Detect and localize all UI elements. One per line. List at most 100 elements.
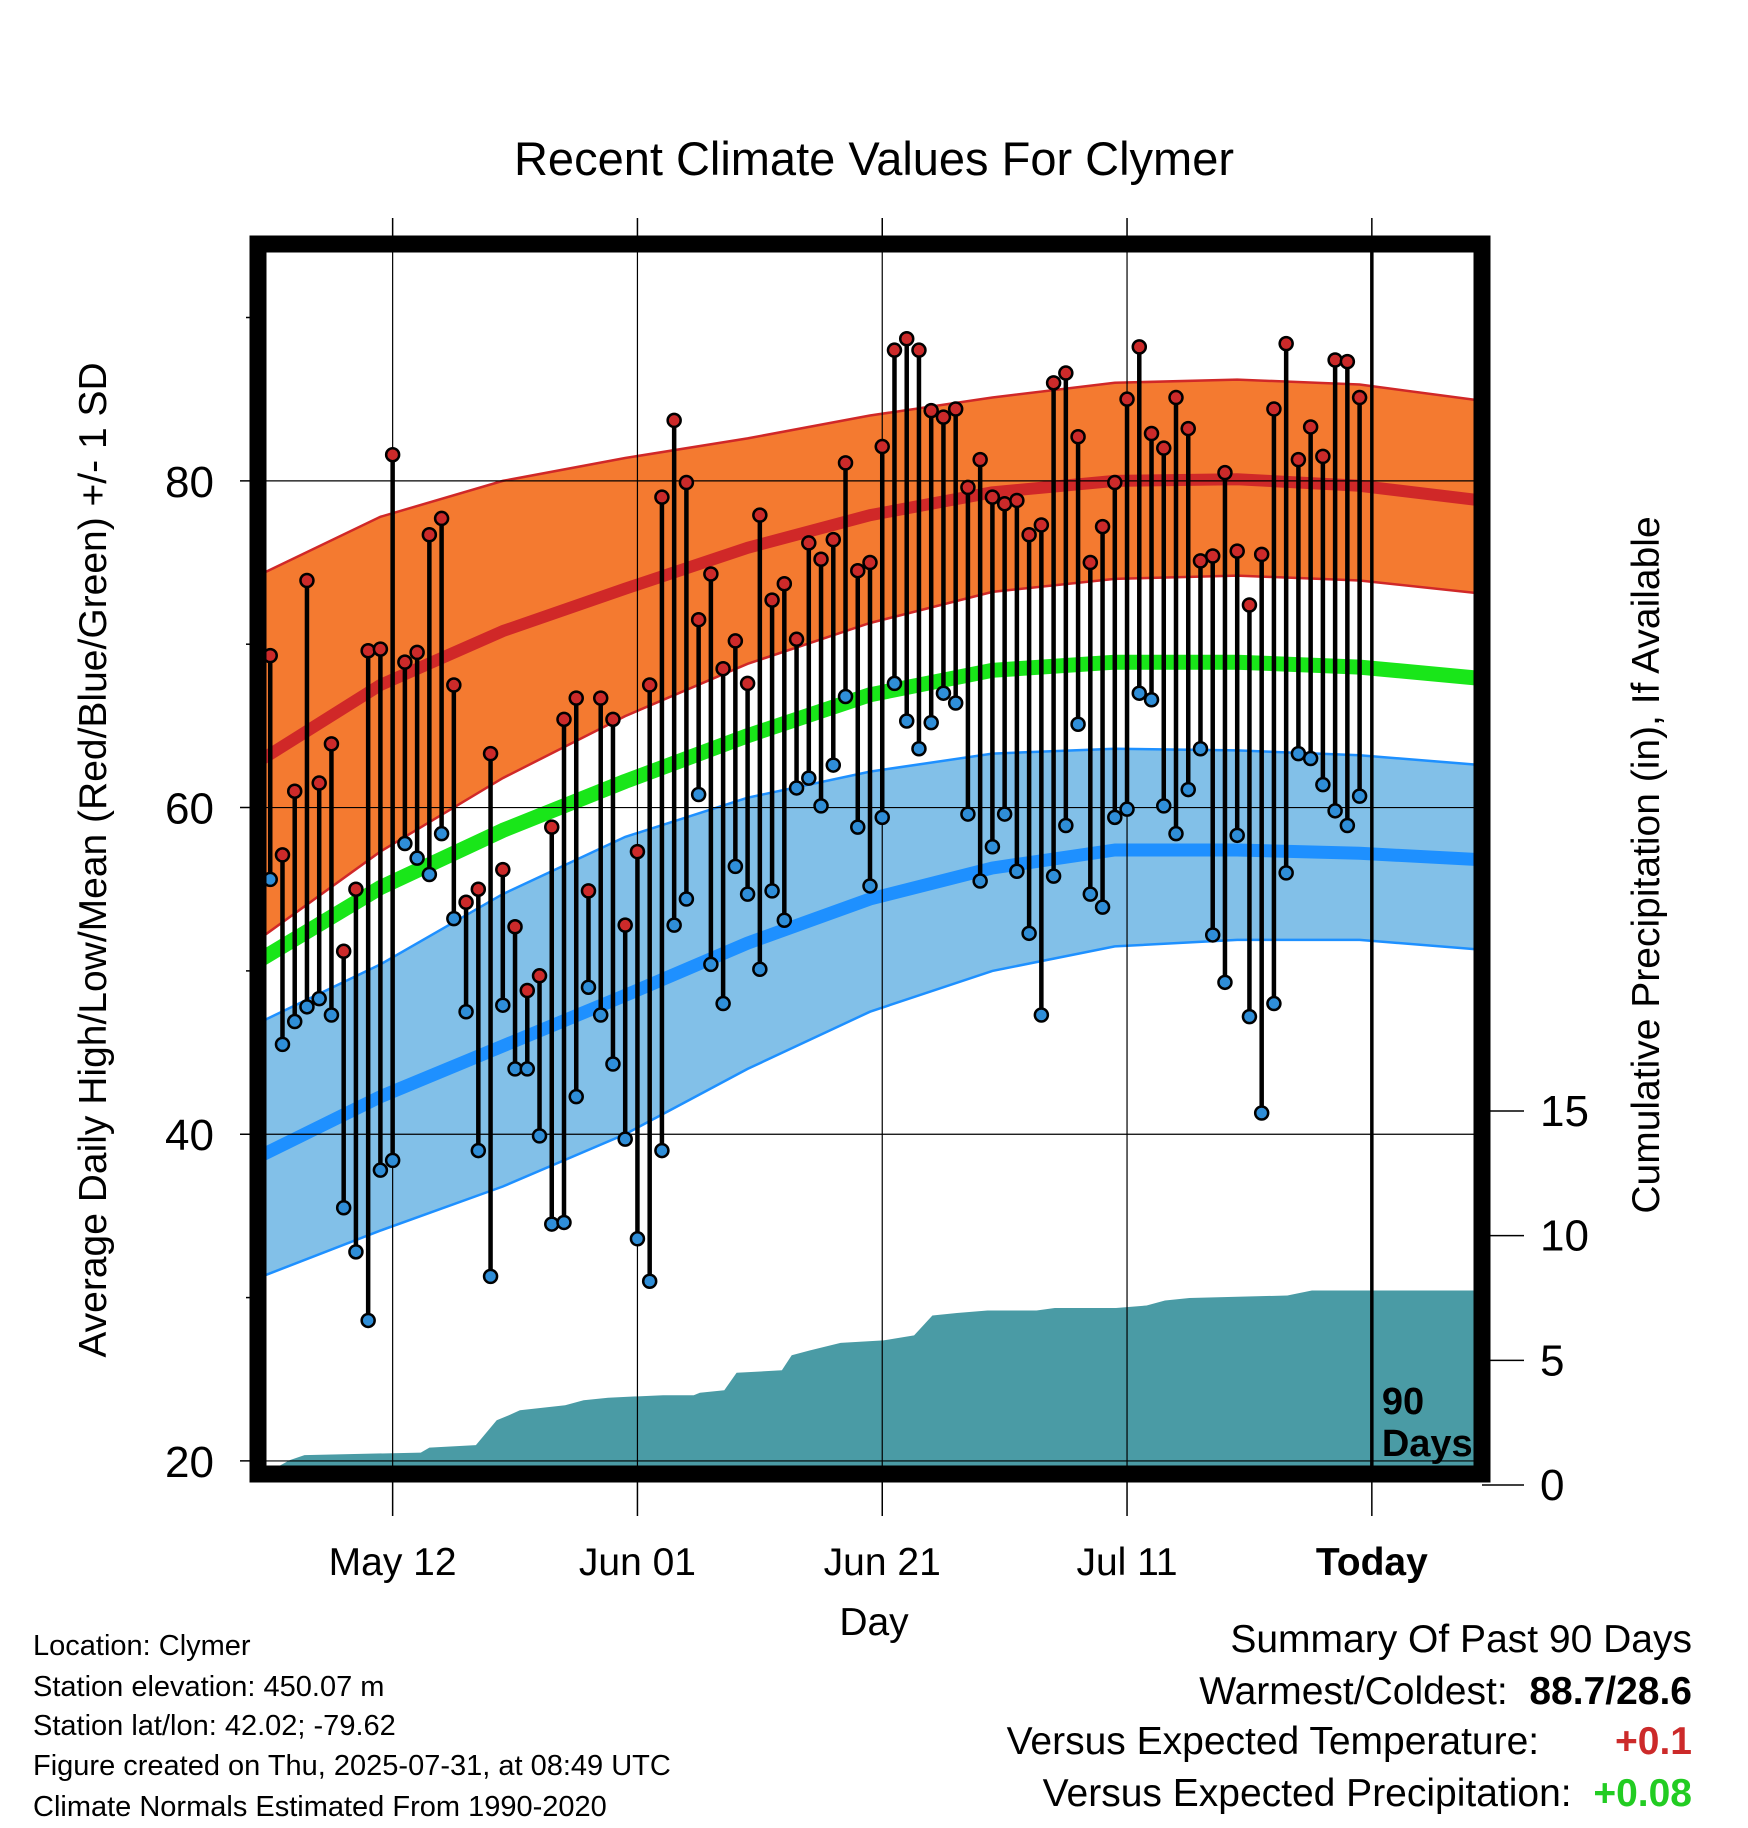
low-dot bbox=[874, 809, 890, 826]
high-dot bbox=[286, 783, 303, 799]
low-dot bbox=[482, 1268, 499, 1285]
low-dot bbox=[1009, 863, 1025, 880]
high-dot bbox=[384, 446, 401, 463]
low-dot bbox=[703, 956, 719, 973]
high-dot bbox=[654, 489, 670, 505]
high-dot bbox=[935, 409, 952, 425]
high-dot bbox=[556, 711, 572, 728]
high-dot bbox=[837, 455, 854, 471]
low-dot bbox=[274, 1036, 291, 1053]
high-dot bbox=[874, 438, 890, 455]
high-dot bbox=[1204, 548, 1221, 564]
high-dot bbox=[629, 843, 646, 860]
high-dot bbox=[813, 551, 829, 568]
high-dot bbox=[335, 943, 352, 960]
high-dot bbox=[348, 881, 364, 897]
y-tick-label: 40 bbox=[165, 1111, 214, 1160]
high-dot bbox=[482, 745, 499, 762]
high-dot bbox=[446, 677, 462, 693]
high-dot bbox=[972, 451, 988, 468]
high-dot bbox=[495, 861, 511, 878]
high-dot bbox=[1180, 420, 1196, 437]
warm-cold-value: 88.7/28.6 bbox=[1529, 1670, 1692, 1713]
axes: 20 40 60 80 0 5 10 15 May 12 Jun 01 Jun 21 Jul 11 To… bbox=[165, 218, 1589, 1584]
high-dot bbox=[605, 711, 621, 728]
high-dot bbox=[1327, 352, 1343, 368]
low-dot bbox=[1033, 1007, 1050, 1023]
low-dot bbox=[299, 999, 315, 1015]
x-tick-label: Today bbox=[1316, 1541, 1428, 1584]
low-dot bbox=[495, 997, 511, 1013]
low-dot bbox=[862, 878, 878, 894]
low-dot bbox=[1045, 868, 1062, 884]
high-dot bbox=[1168, 389, 1184, 406]
high-dot bbox=[372, 641, 389, 657]
low-dot bbox=[1229, 827, 1245, 844]
low-dot bbox=[837, 688, 854, 705]
high-dot bbox=[727, 633, 744, 649]
footer-elevation: Station elevation: 450.07 m bbox=[33, 1671, 385, 1703]
low-dot bbox=[556, 1214, 572, 1231]
high-dot bbox=[898, 330, 915, 347]
low-dot bbox=[764, 883, 780, 899]
low-dot bbox=[397, 835, 413, 852]
high-dot bbox=[886, 342, 903, 358]
low-dot bbox=[1315, 776, 1331, 793]
low-dot bbox=[580, 979, 597, 995]
high-dot bbox=[788, 631, 805, 648]
low-dot bbox=[911, 740, 927, 757]
low-dot bbox=[1180, 781, 1196, 798]
high-dot bbox=[984, 489, 1001, 505]
low-dot bbox=[1241, 1008, 1258, 1025]
high-dot bbox=[850, 562, 866, 579]
high-dot bbox=[1119, 391, 1135, 407]
low-dot bbox=[617, 1131, 633, 1147]
high-dot bbox=[544, 819, 560, 835]
low-dot bbox=[776, 912, 793, 929]
high-dot bbox=[1143, 425, 1160, 442]
y-tick-label: 20 bbox=[165, 1438, 214, 1487]
low-dot bbox=[996, 806, 1013, 822]
high-dot bbox=[825, 531, 842, 548]
low-dot bbox=[825, 757, 842, 773]
daily-dots bbox=[262, 330, 1368, 1329]
low-dot bbox=[1021, 925, 1037, 942]
low-dot bbox=[544, 1216, 560, 1232]
low-dot bbox=[666, 917, 682, 933]
low-dot bbox=[752, 961, 768, 978]
low-dot bbox=[1168, 825, 1184, 842]
precip-value: +0.08 bbox=[1593, 1772, 1692, 1815]
low-dot bbox=[348, 1244, 364, 1260]
low-dot bbox=[923, 714, 939, 731]
low-dot bbox=[801, 770, 817, 786]
high-dot bbox=[1351, 389, 1368, 406]
low-dot bbox=[629, 1231, 646, 1247]
plot-inner bbox=[258, 244, 1482, 1474]
today-marker-label: Days bbox=[1382, 1423, 1473, 1465]
high-dot bbox=[960, 479, 976, 496]
low-dot bbox=[433, 825, 450, 842]
high-dot bbox=[311, 775, 327, 791]
low-dot bbox=[984, 838, 1001, 855]
high-dot bbox=[764, 592, 780, 608]
summary-warm-cold: Warmest/Coldest: 88.7/28.6 bbox=[1199, 1672, 1692, 1711]
high-dot bbox=[1009, 492, 1025, 509]
temp-label: Versus Expected Temperature: bbox=[1006, 1720, 1540, 1763]
low-dot bbox=[311, 990, 327, 1007]
high-dot bbox=[666, 412, 682, 429]
high-dot bbox=[801, 535, 817, 551]
low-dot bbox=[1278, 865, 1294, 881]
chart-title: Recent Climate Values For Clymer bbox=[514, 132, 1234, 185]
high-dot bbox=[580, 883, 597, 899]
high-dot bbox=[1290, 451, 1307, 468]
low-dot bbox=[446, 910, 462, 927]
low-dot bbox=[727, 858, 744, 875]
high-dot bbox=[617, 917, 633, 933]
high-dot bbox=[1156, 440, 1172, 456]
x-tick-label: Jun 21 bbox=[824, 1541, 941, 1584]
low-dot bbox=[886, 675, 903, 692]
high-dot bbox=[458, 894, 474, 911]
low-dot bbox=[605, 1056, 621, 1072]
high-dot bbox=[1315, 448, 1331, 465]
